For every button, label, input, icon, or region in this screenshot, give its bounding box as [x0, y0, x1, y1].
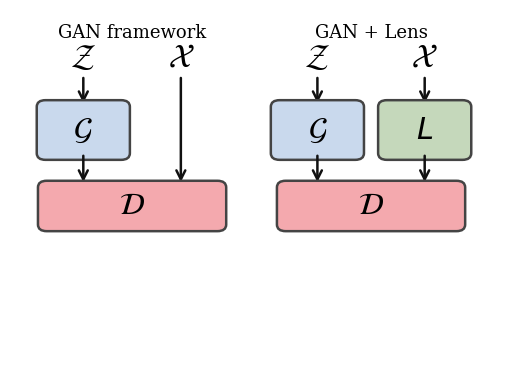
Text: GAN + Lens: GAN + Lens	[314, 24, 427, 42]
Text: $\mathcal{G}$: $\mathcal{G}$	[74, 115, 93, 146]
Text: $\mathcal{Z}$: $\mathcal{Z}$	[71, 42, 96, 74]
Text: $\mathcal{D}$: $\mathcal{D}$	[119, 190, 145, 222]
Text: $L$: $L$	[416, 115, 433, 146]
Text: $\mathcal{X}$: $\mathcal{X}$	[168, 42, 194, 74]
Text: $\mathcal{D}$: $\mathcal{D}$	[358, 190, 384, 222]
FancyBboxPatch shape	[271, 100, 364, 160]
FancyBboxPatch shape	[37, 100, 130, 160]
FancyBboxPatch shape	[378, 100, 471, 160]
Text: $\mathcal{X}$: $\mathcal{X}$	[411, 42, 438, 74]
Text: $\mathcal{G}$: $\mathcal{G}$	[307, 115, 327, 146]
Text: $\mathcal{Z}$: $\mathcal{Z}$	[304, 42, 330, 74]
FancyBboxPatch shape	[38, 181, 226, 231]
Text: GAN framework: GAN framework	[58, 24, 206, 42]
FancyBboxPatch shape	[277, 181, 465, 231]
